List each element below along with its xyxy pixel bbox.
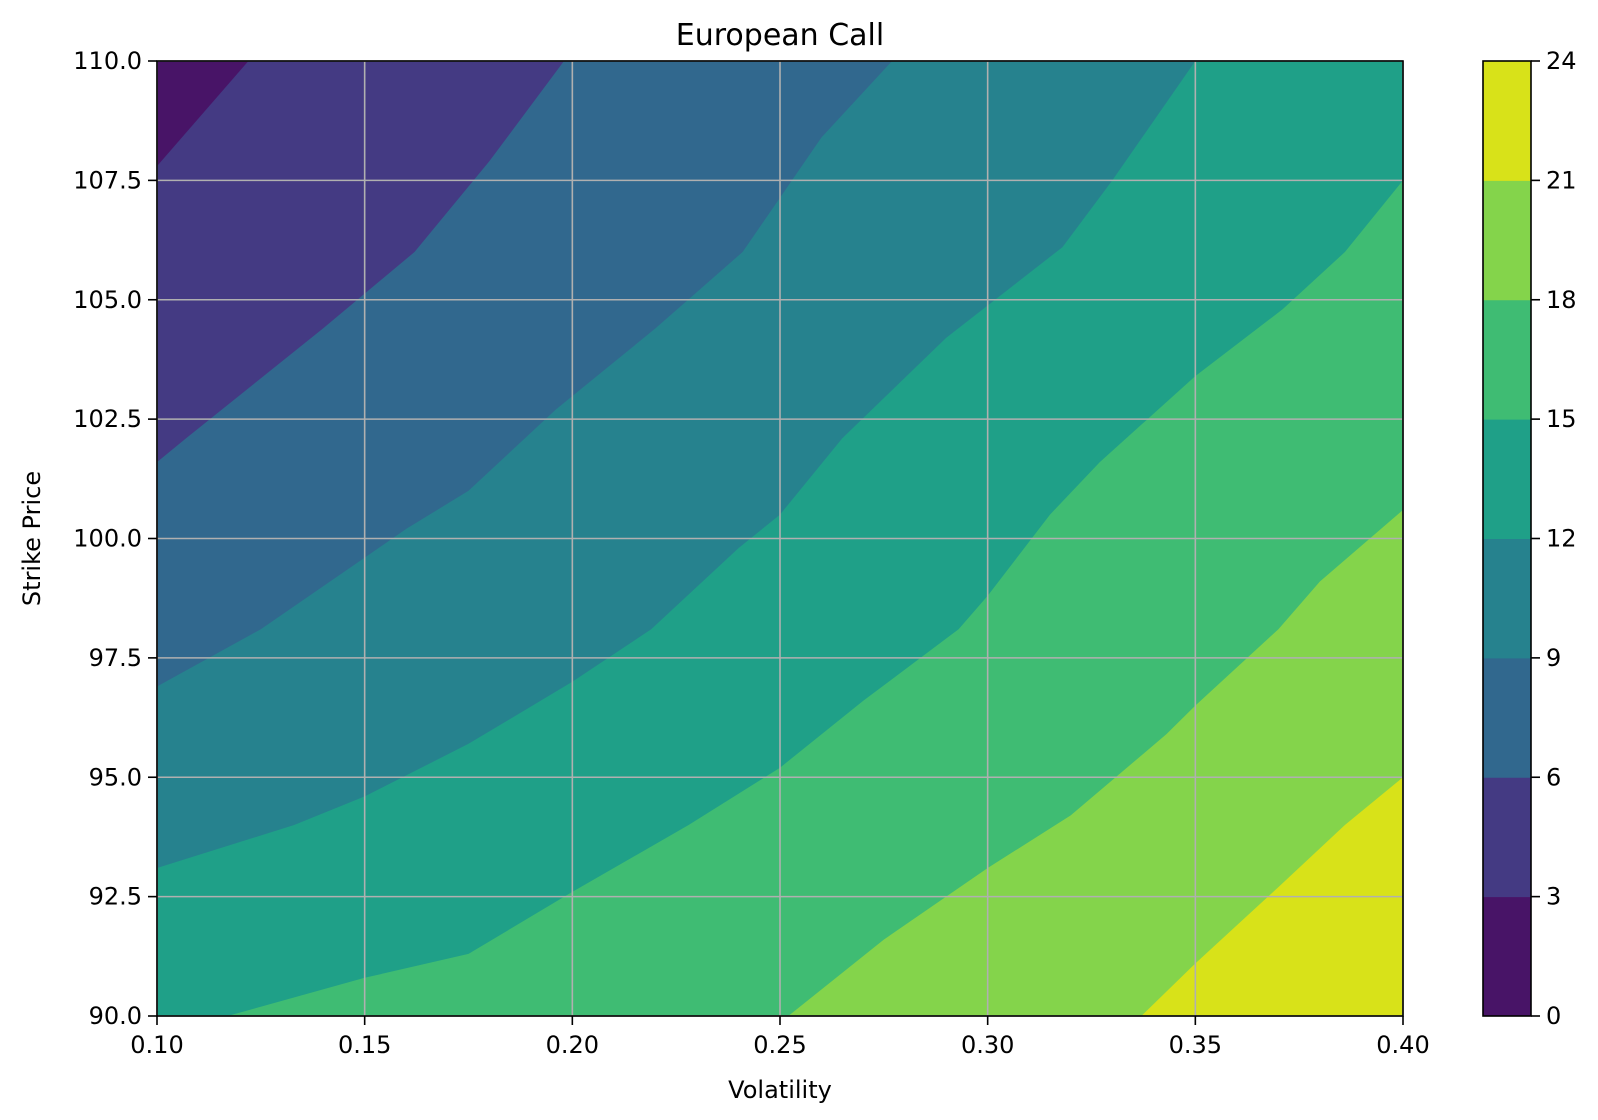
y-tick-label: 107.5 <box>73 166 142 194</box>
contour-band-18-21 <box>157 509 1403 1016</box>
colorbar-tick-label: 12 <box>1546 525 1577 553</box>
colorbar-tick-label: 0 <box>1546 1002 1561 1030</box>
y-tick-label: 110.0 <box>73 47 142 75</box>
y-tick-label: 90.0 <box>89 1002 142 1030</box>
x-tick-label: 0.20 <box>546 1031 599 1059</box>
colorbar-segment <box>1483 61 1531 181</box>
y-tick-label: 95.0 <box>89 763 142 791</box>
y-axis-ticks: 90.0 92.5 95.0 97.5 100.0 102.5 105.0 107.5 110.… <box>73 47 157 1030</box>
colorbar-tick-label: 6 <box>1546 763 1561 791</box>
x-tick-label: 0.25 <box>753 1031 806 1059</box>
colorbar-segment <box>1483 299 1531 420</box>
colorbar-tick-label: 3 <box>1546 883 1561 911</box>
colorbar-segment <box>1483 896 1531 1017</box>
colorbar-segment <box>1483 538 1531 659</box>
colorbar-segment <box>1483 657 1531 778</box>
x-tick-label: 0.30 <box>961 1031 1014 1059</box>
y-tick-label: 97.5 <box>89 644 142 672</box>
colorbar-segment <box>1483 419 1531 539</box>
y-tick-label: 105.0 <box>73 286 142 314</box>
colorbar-tick-label: 15 <box>1546 405 1577 433</box>
colorbar-tick-label: 9 <box>1546 644 1561 672</box>
contour-band-21-24 <box>157 777 1403 1016</box>
chart-title: European Call <box>676 18 884 53</box>
colorbar-tick-label: 21 <box>1546 166 1577 194</box>
x-axis-label: Volatility <box>728 1076 832 1104</box>
colorbar: 0 3 6 9 12 15 18 21 24 <box>1482 47 1577 1030</box>
y-axis-label: Strike Price <box>18 471 46 606</box>
y-tick-label: 92.5 <box>89 883 142 911</box>
x-tick-label: 0.40 <box>1376 1031 1429 1059</box>
x-tick-label: 0.35 <box>1169 1031 1222 1059</box>
y-tick-label: 100.0 <box>73 525 142 553</box>
colorbar-tick-label: 24 <box>1546 47 1577 75</box>
x-axis-ticks: 0.10 0.15 0.20 0.25 0.30 0.35 0.40 <box>130 1016 1430 1059</box>
y-tick-label: 102.5 <box>73 405 142 433</box>
x-tick-label: 0.15 <box>338 1031 391 1059</box>
colorbar-tick-label: 18 <box>1546 286 1577 314</box>
x-tick-label: 0.10 <box>130 1031 183 1059</box>
colorbar-segment <box>1483 180 1531 301</box>
colorbar-segment <box>1483 777 1531 898</box>
